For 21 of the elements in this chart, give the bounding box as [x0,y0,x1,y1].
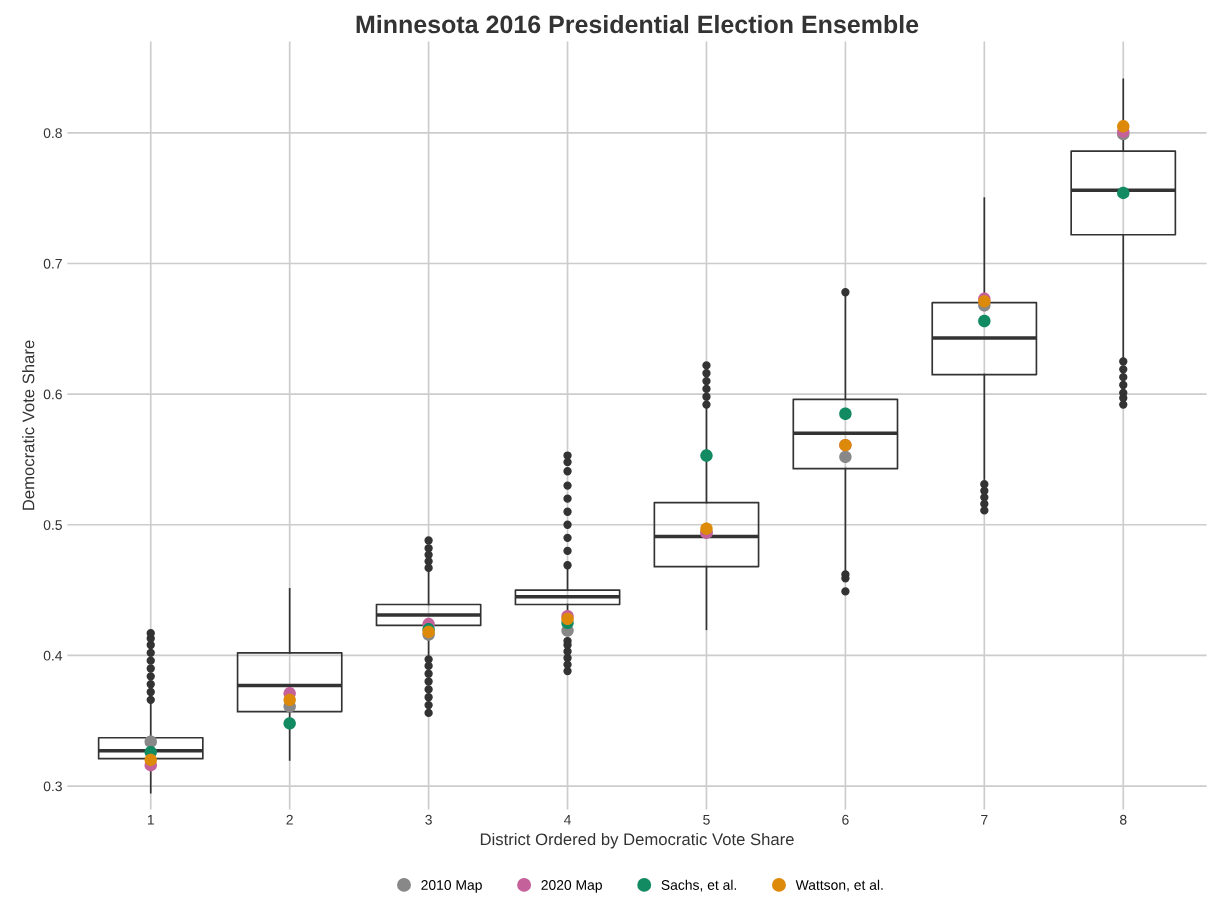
x-tick-label: 4 [563,814,571,825]
legend-label: Sachs, et al. [661,879,737,892]
y-tick-label: 0.8 [43,128,62,139]
y-tick-label: 0.4 [43,650,63,661]
legend-label: Wattson, et al. [795,879,883,892]
x-tick-label: 5 [703,814,710,825]
y-tick-label: 0.3 [43,781,62,792]
x-axis-title: District Ordered by Democratic Vote Share [480,832,794,849]
x-tick-label: 7 [981,814,988,825]
y-tick-label: 0.7 [43,258,62,269]
y-tick-label: 0.6 [43,389,62,400]
x-tick-label: 6 [842,814,849,825]
y-axis-title: Democratic Vote Share [22,340,35,510]
x-tick-label: 2 [286,814,293,825]
x-tick-label: 3 [425,814,432,825]
legend-label: 2020 Map [541,880,602,893]
x-tick-label: 1 [147,814,154,825]
x-tick-label: 8 [1120,814,1127,825]
legend-label: 2010 Map [421,880,482,893]
chart-title: Minnesota 2016 Presidential Election Ensemble [356,14,919,34]
y-tick-label: 0.5 [43,520,62,530]
